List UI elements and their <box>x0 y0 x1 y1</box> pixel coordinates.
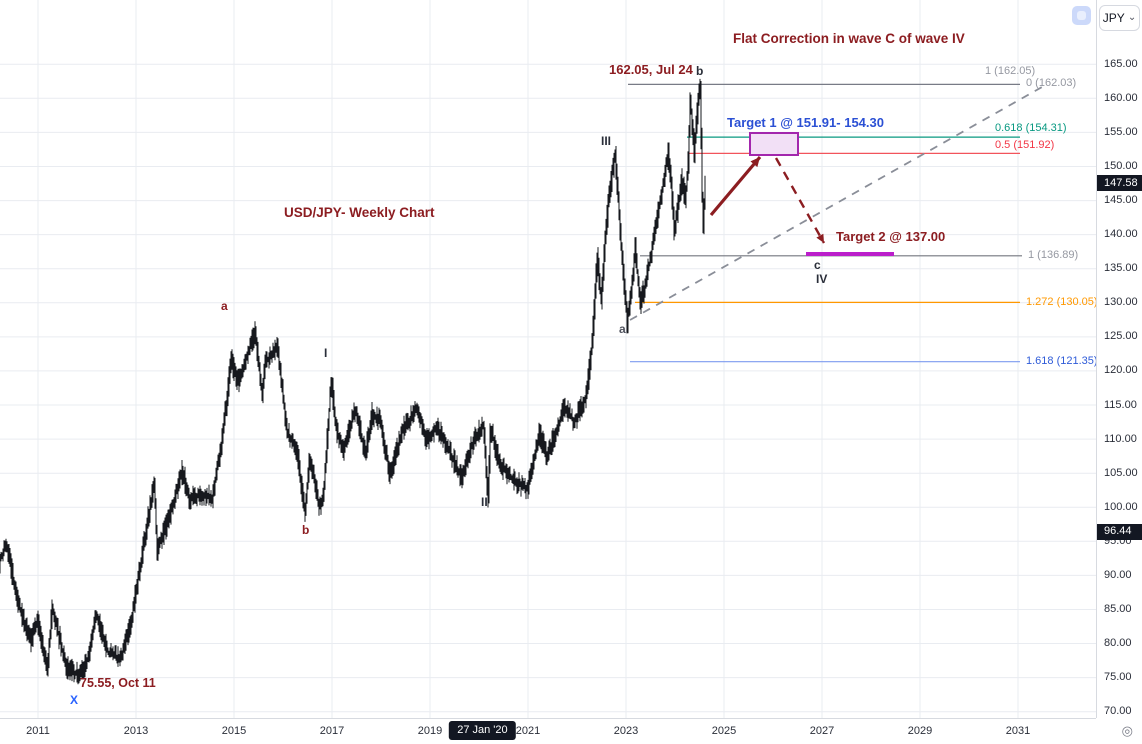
wave-label-a[interactable]: a <box>619 322 626 336</box>
fib-level-label: 1 (136.89) <box>1028 249 1079 261</box>
year-tick: 2027 <box>809 725 835 737</box>
price-tick: 70.00 <box>1104 705 1132 718</box>
price-tick: 80.00 <box>1104 637 1132 649</box>
time-axis[interactable]: 2011 2013 2015 2017 2019 2021 2023 2025 2027 2029… <box>0 718 1142 744</box>
axis-corner: ◎ <box>1096 718 1142 744</box>
year-tick: 2015 <box>221 725 247 737</box>
trendline[interactable] <box>629 86 1043 321</box>
price-tick: 120.00 <box>1104 364 1138 377</box>
annotation-text[interactable]: Flat Correction in wave C of wave IV <box>733 31 965 46</box>
price-tick: 140.00 <box>1104 228 1138 241</box>
price-tick: 75.00 <box>1104 671 1132 684</box>
price-tick: 100.00 <box>1104 500 1138 513</box>
currency-label: JPY <box>1102 11 1125 25</box>
wave-label-iii[interactable]: III <box>601 134 612 148</box>
year-tick: 2021 <box>515 725 541 737</box>
price-badge: 96.44 <box>1097 523 1142 540</box>
price-series <box>0 78 706 685</box>
fib-level-label: 0.5 (151.92) <box>995 139 1055 151</box>
annotation-text[interactable]: 162.05, Jul 24 <box>609 62 693 77</box>
year-tick: 2031 <box>1005 725 1031 737</box>
year-tick: 2029 <box>907 725 933 737</box>
annotation-text[interactable]: Target 1 @ 151.91- 154.30 <box>727 115 884 130</box>
year-tick: 2011 <box>26 725 50 737</box>
year-tick: 2013 <box>123 725 149 737</box>
wave-label-ii[interactable]: II <box>481 495 488 509</box>
fib-level-label: 0 (162.03) <box>1026 77 1077 89</box>
price-tick: 125.00 <box>1104 330 1138 343</box>
arrow-up-to-target1[interactable] <box>709 155 762 217</box>
arrow-down-to-target2[interactable] <box>774 157 826 244</box>
fib-level-label: 0.618 (154.31) <box>995 122 1067 134</box>
price-tick: 95.00 <box>1104 534 1132 547</box>
price-tick: 105.00 <box>1104 466 1138 479</box>
target2-line[interactable] <box>806 252 894 256</box>
wave-label-iv[interactable]: IV <box>816 272 828 286</box>
price-axis[interactable]: JPY ⌄ 165.00 160.00 155.00 150.00 145.00 140.… <box>1096 0 1142 718</box>
wave-label-c[interactable]: c <box>814 258 821 272</box>
wave-label-b[interactable]: b <box>696 64 704 78</box>
price-tick: 135.00 <box>1104 262 1138 275</box>
price-tick: 160.00 <box>1104 91 1138 104</box>
price-tick: 110.00 <box>1104 432 1137 445</box>
arrow-down-to-target2-head <box>816 233 824 243</box>
price-chart-canvas[interactable] <box>0 0 1096 718</box>
wave-label-a[interactable]: a <box>221 299 228 313</box>
fib-level-label: 1.272 (130.05) <box>1026 296 1096 308</box>
year-tick: 2017 <box>319 725 345 737</box>
chevron-down-icon: ⌄ <box>1127 11 1137 23</box>
price-tick: 165.00 <box>1104 57 1138 70</box>
fib-level-label: 1 (162.05) <box>985 65 1036 77</box>
price-tick: 130.00 <box>1104 296 1138 309</box>
screenshot-icon-glyph <box>1077 11 1086 20</box>
arrow-up-to-target1-head <box>750 157 760 168</box>
year-tick: 2025 <box>711 725 737 737</box>
chart-plot-area[interactable]: Flat Correction in wave C of wave IV 162.… <box>0 0 1096 718</box>
annotation-text[interactable]: 75.55, Oct 11 <box>80 676 156 690</box>
year-tick: 2019 <box>417 725 443 737</box>
price-tick: 145.00 <box>1104 194 1138 207</box>
date-event-badge[interactable]: 27 Jan '20 <box>449 721 516 740</box>
screenshot-icon[interactable] <box>1072 6 1091 25</box>
price-tick: 115.00 <box>1104 398 1137 411</box>
fib-level-label: 1.618 (121.35) <box>1026 355 1096 367</box>
year-tick: 2023 <box>613 725 639 737</box>
currency-dropdown[interactable]: JPY ⌄ <box>1099 5 1140 31</box>
target-icon[interactable]: ◎ <box>1121 723 1133 738</box>
wave-label-i[interactable]: I <box>324 346 328 360</box>
annotation-text[interactable]: Target 2 @ 137.00 <box>836 229 946 244</box>
target1-box[interactable] <box>749 132 799 156</box>
price-tick: 85.00 <box>1104 603 1132 615</box>
price-tick: 90.00 <box>1104 568 1132 581</box>
price-tick: 155.00 <box>1104 125 1138 138</box>
price-tick: 150.00 <box>1104 160 1138 172</box>
price-badge: 147.58 <box>1097 175 1142 191</box>
wave-label-x[interactable]: X <box>70 693 79 707</box>
annotation-text[interactable]: USD/JPY- Weekly Chart <box>284 205 435 220</box>
wave-label-b[interactable]: b <box>302 523 310 537</box>
